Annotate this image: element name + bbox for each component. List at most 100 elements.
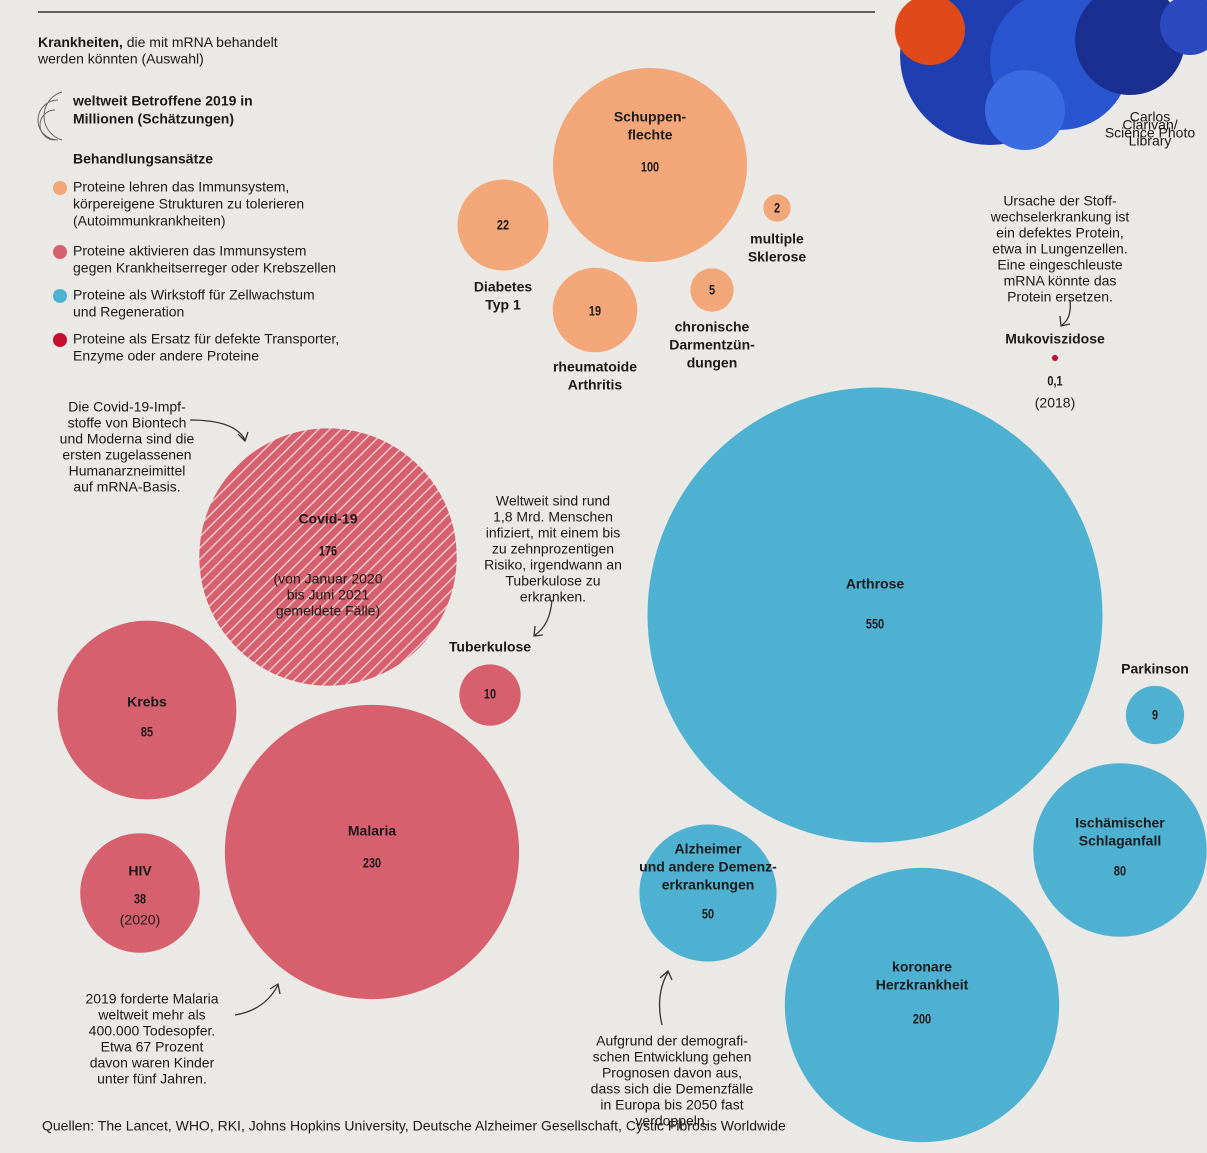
bubble-label: Mukoviszidose: [1005, 331, 1105, 347]
title-bold: Krankheiten,: [38, 34, 123, 50]
annotation: dass sich die Demenzfälle: [591, 1081, 754, 1097]
value-label: 38: [134, 891, 146, 907]
bubble-note: (von Januar 2020: [274, 571, 383, 587]
value-label: 9: [1152, 707, 1158, 723]
source: Quellen: The Lancet, WHO, RKI, Johns Hop…: [42, 1118, 786, 1134]
bubble-label: multiple: [750, 231, 804, 247]
value-group: 2: [774, 200, 780, 216]
legend-swatch: [53, 333, 67, 347]
bubble-label: und andere Demenz-: [639, 859, 777, 875]
value-label: 5: [709, 282, 715, 298]
bubble: [785, 868, 1059, 1142]
annotation: Aufgrund der demografi-: [596, 1033, 748, 1049]
annotation: weltweit mehr als: [97, 1007, 205, 1023]
value-label: 230: [363, 855, 381, 871]
annotation: unter fünf Jahren.: [97, 1071, 207, 1087]
value-label: 0,1: [1047, 373, 1062, 389]
annotation: Weltweit sind rund: [496, 493, 610, 509]
page: {"chart_data": {"type": "bubble", "title…: [0, 0, 1207, 1153]
annotation: wechselerkrankung ist: [990, 209, 1130, 225]
value-label: 200: [913, 1011, 931, 1027]
chart: Krankheiten, die mit mRNA behandelt werd…: [0, 0, 1207, 1153]
legend-label: (Autoimmunkrankheiten): [73, 213, 226, 229]
value-group: 38: [134, 891, 146, 907]
legend-label: körpereigene Strukturen zu tolerieren: [73, 196, 304, 212]
bubble-note: gemeldete Fälle): [276, 603, 380, 619]
annotation: 1,8 Mrd. Menschen: [493, 509, 613, 525]
value-label: 50: [702, 906, 714, 922]
bubble-label: Typ 1: [485, 297, 521, 313]
legend-swatch: [53, 289, 67, 303]
subtitle: die mit mRNA behandelt: [127, 34, 278, 50]
bubble-label: Arthrose: [846, 576, 905, 592]
size-legend: Millionen (Schätzungen): [73, 111, 234, 127]
bubble: [225, 705, 519, 999]
size-legend-icon: [38, 92, 62, 140]
bubble: [58, 621, 237, 800]
annotation: ein defektes Protein,: [996, 225, 1124, 241]
value-label: 85: [141, 724, 153, 740]
annotation: Protein ersetzen.: [1007, 289, 1113, 305]
bubble-label: Malaria: [348, 823, 396, 839]
bubble-label: erkrankungen: [662, 877, 755, 893]
annotation: Prognosen davon aus,: [602, 1065, 742, 1081]
size-legend: weltweit Betroffene 2019 in: [72, 93, 253, 109]
bubble-label: chronische: [675, 319, 750, 335]
subtitle: werden könnten (Auswahl): [37, 51, 204, 67]
bubble-label: rheumatoide: [553, 359, 637, 375]
annotation: 2019 forderte Malaria: [85, 991, 218, 1007]
bubble-label: Schuppen-: [614, 109, 687, 125]
value-group: 176: [319, 543, 337, 559]
value-label: 2: [774, 200, 780, 216]
value-group: 0,1: [1047, 373, 1062, 389]
value-group: 550: [866, 616, 884, 632]
bubble-label: Herzkrankheit: [876, 977, 969, 993]
bubble-label: Arthritis: [568, 377, 623, 393]
value-label: 100: [641, 159, 659, 175]
bubble-label: Krebs: [127, 694, 167, 710]
bubble-label: Darmentzün-: [669, 337, 755, 353]
bubble-label: HIV: [128, 863, 152, 879]
legend-label: und Regeneration: [73, 304, 184, 320]
bubble-label: flechte: [627, 127, 672, 143]
bubble: [1033, 763, 1207, 937]
bubble-label: Sklerose: [748, 249, 807, 265]
bubble-note: bis Juni 2021: [287, 587, 370, 603]
value-group: 19: [589, 303, 601, 319]
value-label: 80: [1114, 863, 1126, 879]
bubble-label: Schlaganfall: [1079, 833, 1161, 849]
value-label: 176: [319, 543, 337, 559]
annotation: Ursache der Stoff-: [1003, 193, 1117, 209]
legend-swatch: [53, 245, 67, 259]
value-group: 230: [363, 855, 381, 871]
annotation: mRNA könnte das: [1004, 273, 1117, 289]
title: Krankheiten, die mit mRNA behandelt: [38, 34, 278, 50]
bubble: [1052, 355, 1058, 361]
annotation: etwa in Lungenzellen.: [992, 241, 1127, 257]
legend-label: Proteine aktivieren das Immunsystem: [73, 243, 306, 259]
bubble-note: (2018): [1035, 395, 1075, 411]
legend-label: Proteine als Wirkstoff für Zellwachstum: [73, 287, 315, 303]
annotation: Die Covid-19-Impf-: [68, 399, 186, 415]
bubble-label: Tuberkulose: [449, 639, 531, 655]
value-group: 22: [497, 217, 509, 233]
photo-credit: Library: [1129, 133, 1172, 149]
legend-swatch: [53, 181, 67, 195]
annotation: ersten zugelassenen: [62, 447, 191, 463]
value-group: 100: [641, 159, 659, 175]
bubble: [648, 388, 1103, 843]
legend-label: Proteine lehren das Immunsystem,: [73, 179, 289, 195]
value-group: 50: [702, 906, 714, 922]
annotation: auf mRNA-Basis.: [73, 479, 180, 495]
bubble-label: Parkinson: [1121, 661, 1189, 677]
annotation: Etwa 67 Prozent: [101, 1039, 204, 1055]
value-label: 10: [484, 686, 496, 702]
value-label: 19: [589, 303, 601, 319]
legend-label: Proteine als Ersatz für defekte Transpor…: [73, 331, 339, 347]
bubble-label: dungen: [687, 355, 738, 371]
legend-title: Behandlungsansätze: [73, 151, 213, 167]
annotation: stoffe von Biontech: [68, 415, 187, 431]
text-layer: Krankheiten, die mit mRNA behandelt werd…: [37, 34, 278, 67]
annotation: Risiko, irgendwann an: [484, 557, 622, 573]
bubble-label: Alzheimer: [675, 841, 742, 857]
